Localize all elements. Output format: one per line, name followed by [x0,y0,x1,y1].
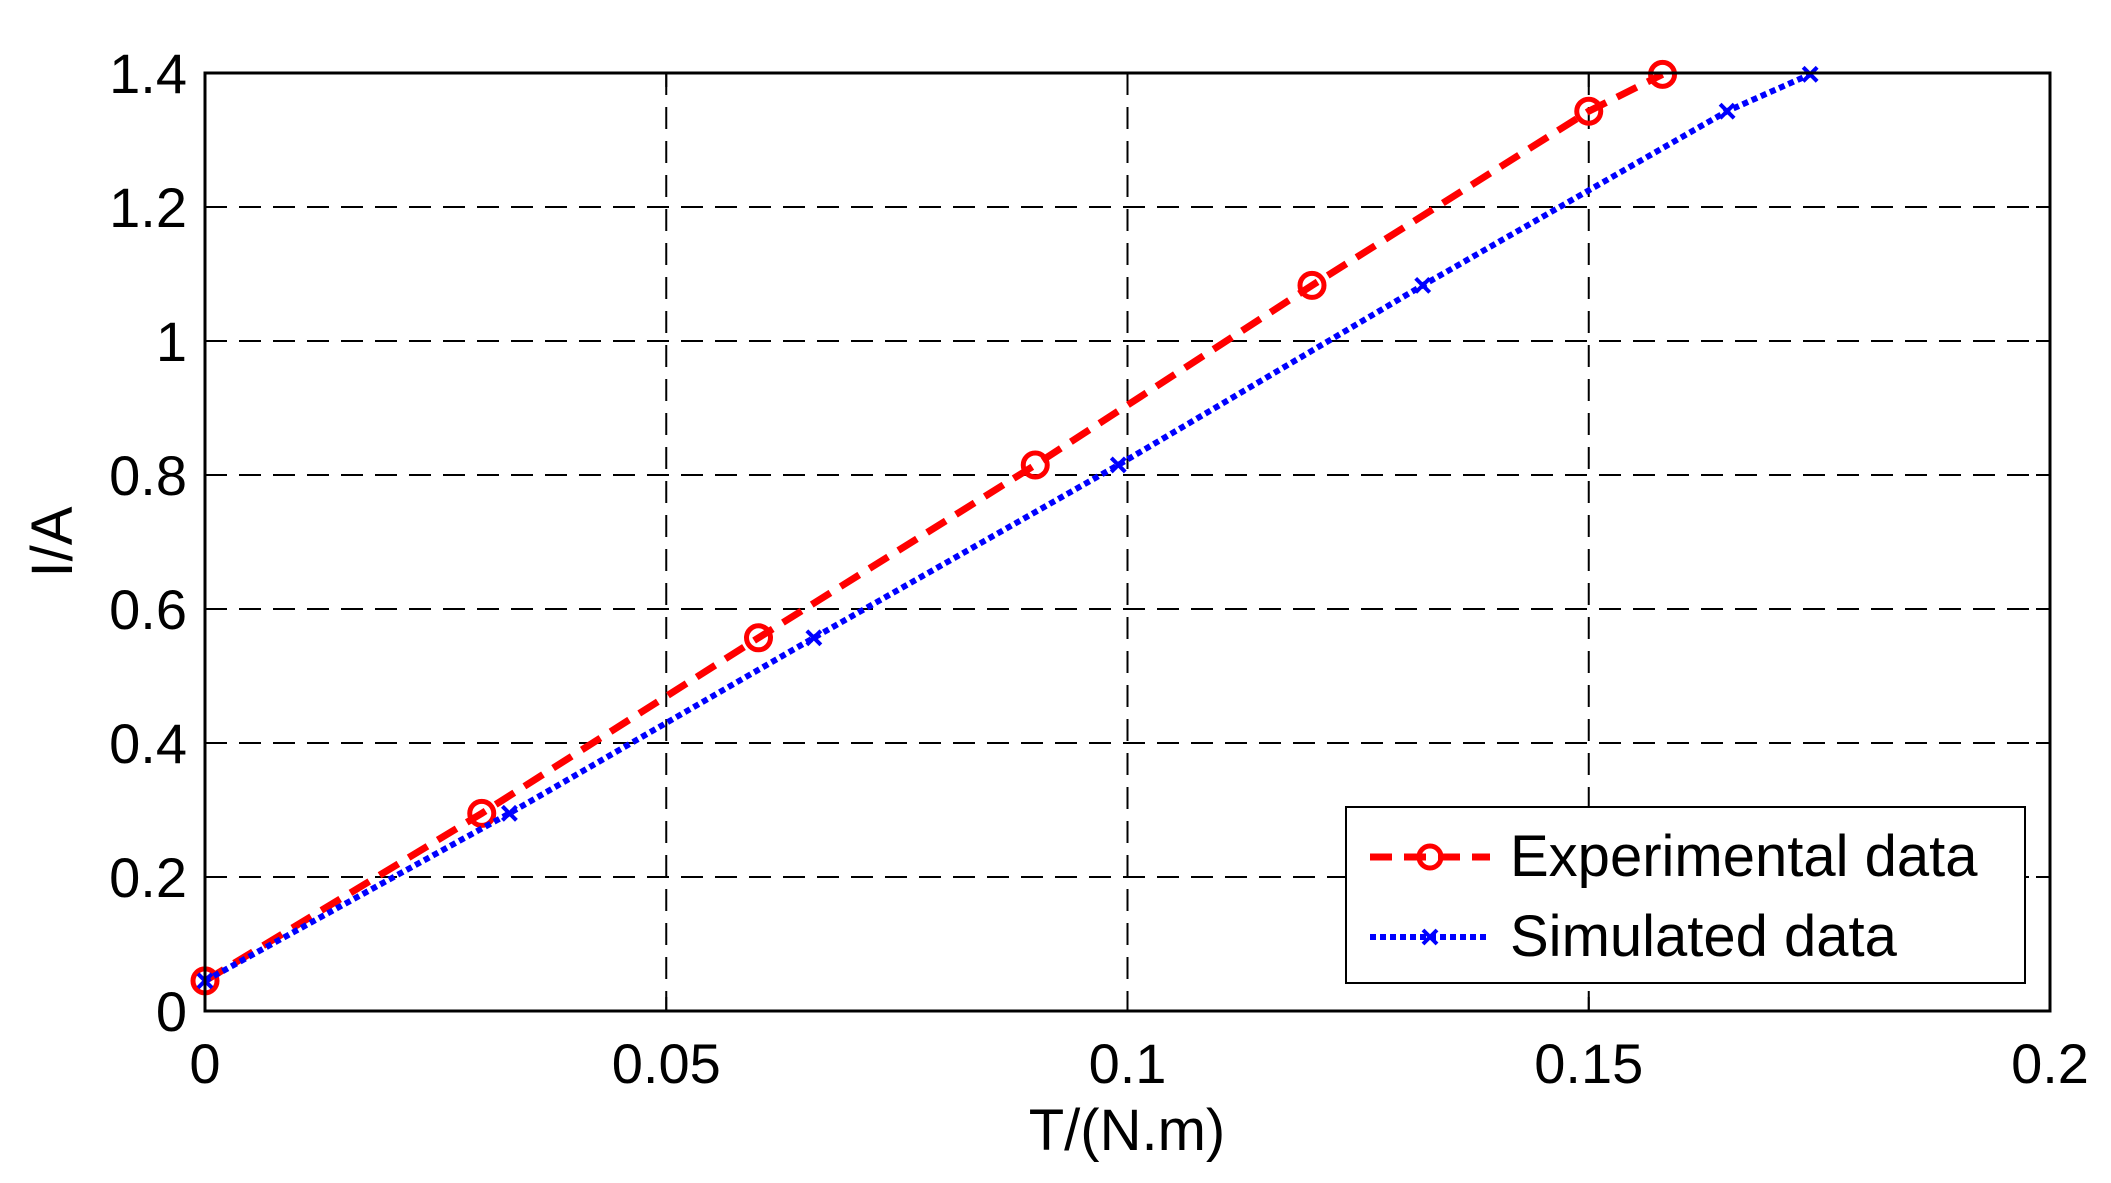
data-point [744,623,773,653]
grid [205,73,2050,1011]
y-tick-label: 1 [156,310,187,373]
series-0 [190,59,1678,996]
x-tick-label: 0.05 [612,1032,721,1095]
series-line [203,71,1665,984]
data-point [1718,102,1736,120]
data-point [501,804,518,822]
legend-label-experimental: Experimental data [1510,824,1978,889]
data-point [1414,276,1432,294]
y-tick-label: 0.2 [109,846,187,909]
data-point [1020,450,1050,480]
data-point [467,798,497,828]
x-axis-ticks: 0 0.05 0.1 0.15 0.2 [189,73,2089,1095]
y-axis-ticks: 0 0.2 0.4 0.6 0.8 1 1.2 1.4 [109,42,2050,1043]
x-tick-label: 0 [189,1032,220,1095]
y-tick-label: 1.4 [109,42,187,105]
legend-box [1345,806,2026,984]
data-point [805,629,823,647]
y-axis-title: I/A [20,506,85,577]
y-tick-label: 0.6 [109,578,187,641]
y-tick-label: 0 [156,980,187,1043]
plot-frame [203,71,2052,1013]
x-tick-label: 0.15 [1534,1032,1643,1095]
legend-marker-simulated [1421,928,1439,946]
data-point [1297,270,1327,300]
legend: Experimental data Simulated data [1345,806,2026,984]
x-tick-label: 0.1 [1089,1032,1167,1095]
legend-marker-experimental [1416,843,1444,871]
x-axis-title: T/(N.m) [1029,1098,1226,1163]
data-point [1574,96,1604,126]
data-point [1109,456,1127,474]
x-tick-label: 0.2 [2011,1032,2089,1095]
y-tick-label: 0.4 [109,712,187,775]
y-tick-label: 0.8 [109,444,187,507]
y-tick-label: 1.2 [109,176,187,239]
legend-label-simulated: Simulated data [1510,904,1898,969]
